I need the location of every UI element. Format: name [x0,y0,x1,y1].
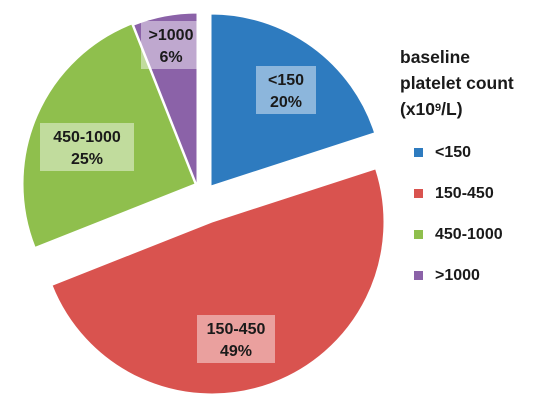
legend-swatch-450-1000 [414,230,423,239]
pie-data-label-percent-0: 20% [270,94,302,111]
pie-data-label-box-2 [40,123,134,171]
pie-data-label-category-2: 450-1000 [53,129,121,146]
pie-data-label-category-1: 150-450 [207,321,266,338]
chart-legend: baseline platelet count (x109/L) <150 15… [400,44,546,296]
legend-label-450-1000: 450-1000 [435,225,503,243]
pie-data-label-box-1 [197,315,275,363]
legend-swatch-gt1000 [414,271,423,280]
pie-data-label-category-0: <150 [268,72,304,89]
legend-item-150-450: 150-450 [414,173,546,214]
legend-title-unit-prefix: (x10 [400,99,436,119]
legend-swatch-150-450 [414,189,423,198]
pie-slice-2 [22,23,196,248]
legend-title-line-1: baseline [400,47,471,67]
pie-data-label-1: 150-450 49% [197,315,275,363]
legend-item-lt150: <150 [414,132,546,173]
pie-data-label-percent-3: 6% [159,49,182,66]
pie-slice-3 [133,12,198,186]
pie-data-label-category-3: >1000 [149,27,194,44]
legend-label-150-450: 150-450 [435,184,494,202]
legend-title-unit-exponent: 9 [435,102,442,114]
legend-item-gt1000: >1000 [414,255,546,296]
legend-swatch-lt150 [414,148,423,157]
legend-item-450-1000: 450-1000 [414,214,546,255]
pie-data-label-0: <150 20% [256,66,316,114]
pie-slice-1 [51,168,385,395]
legend-title-line-3: (x109/L) [400,96,546,122]
legend-title-line-2: platelet count [400,73,514,93]
pie-data-label-box-3 [141,21,201,69]
pie-data-label-2: 450-1000 25% [40,123,134,171]
legend-title: baseline platelet count (x109/L) [400,44,546,122]
pie-data-label-percent-1: 49% [220,343,252,360]
legend-label-lt150: <150 [435,143,472,161]
pie-data-label-box-0 [256,66,316,114]
legend-label-gt1000: >1000 [435,266,480,284]
pie-slice-0 [210,13,376,187]
pie-data-label-percent-2: 25% [71,151,103,168]
legend-title-unit-suffix: /L) [441,99,463,119]
pie-data-label-3: >1000 6% [141,21,201,69]
